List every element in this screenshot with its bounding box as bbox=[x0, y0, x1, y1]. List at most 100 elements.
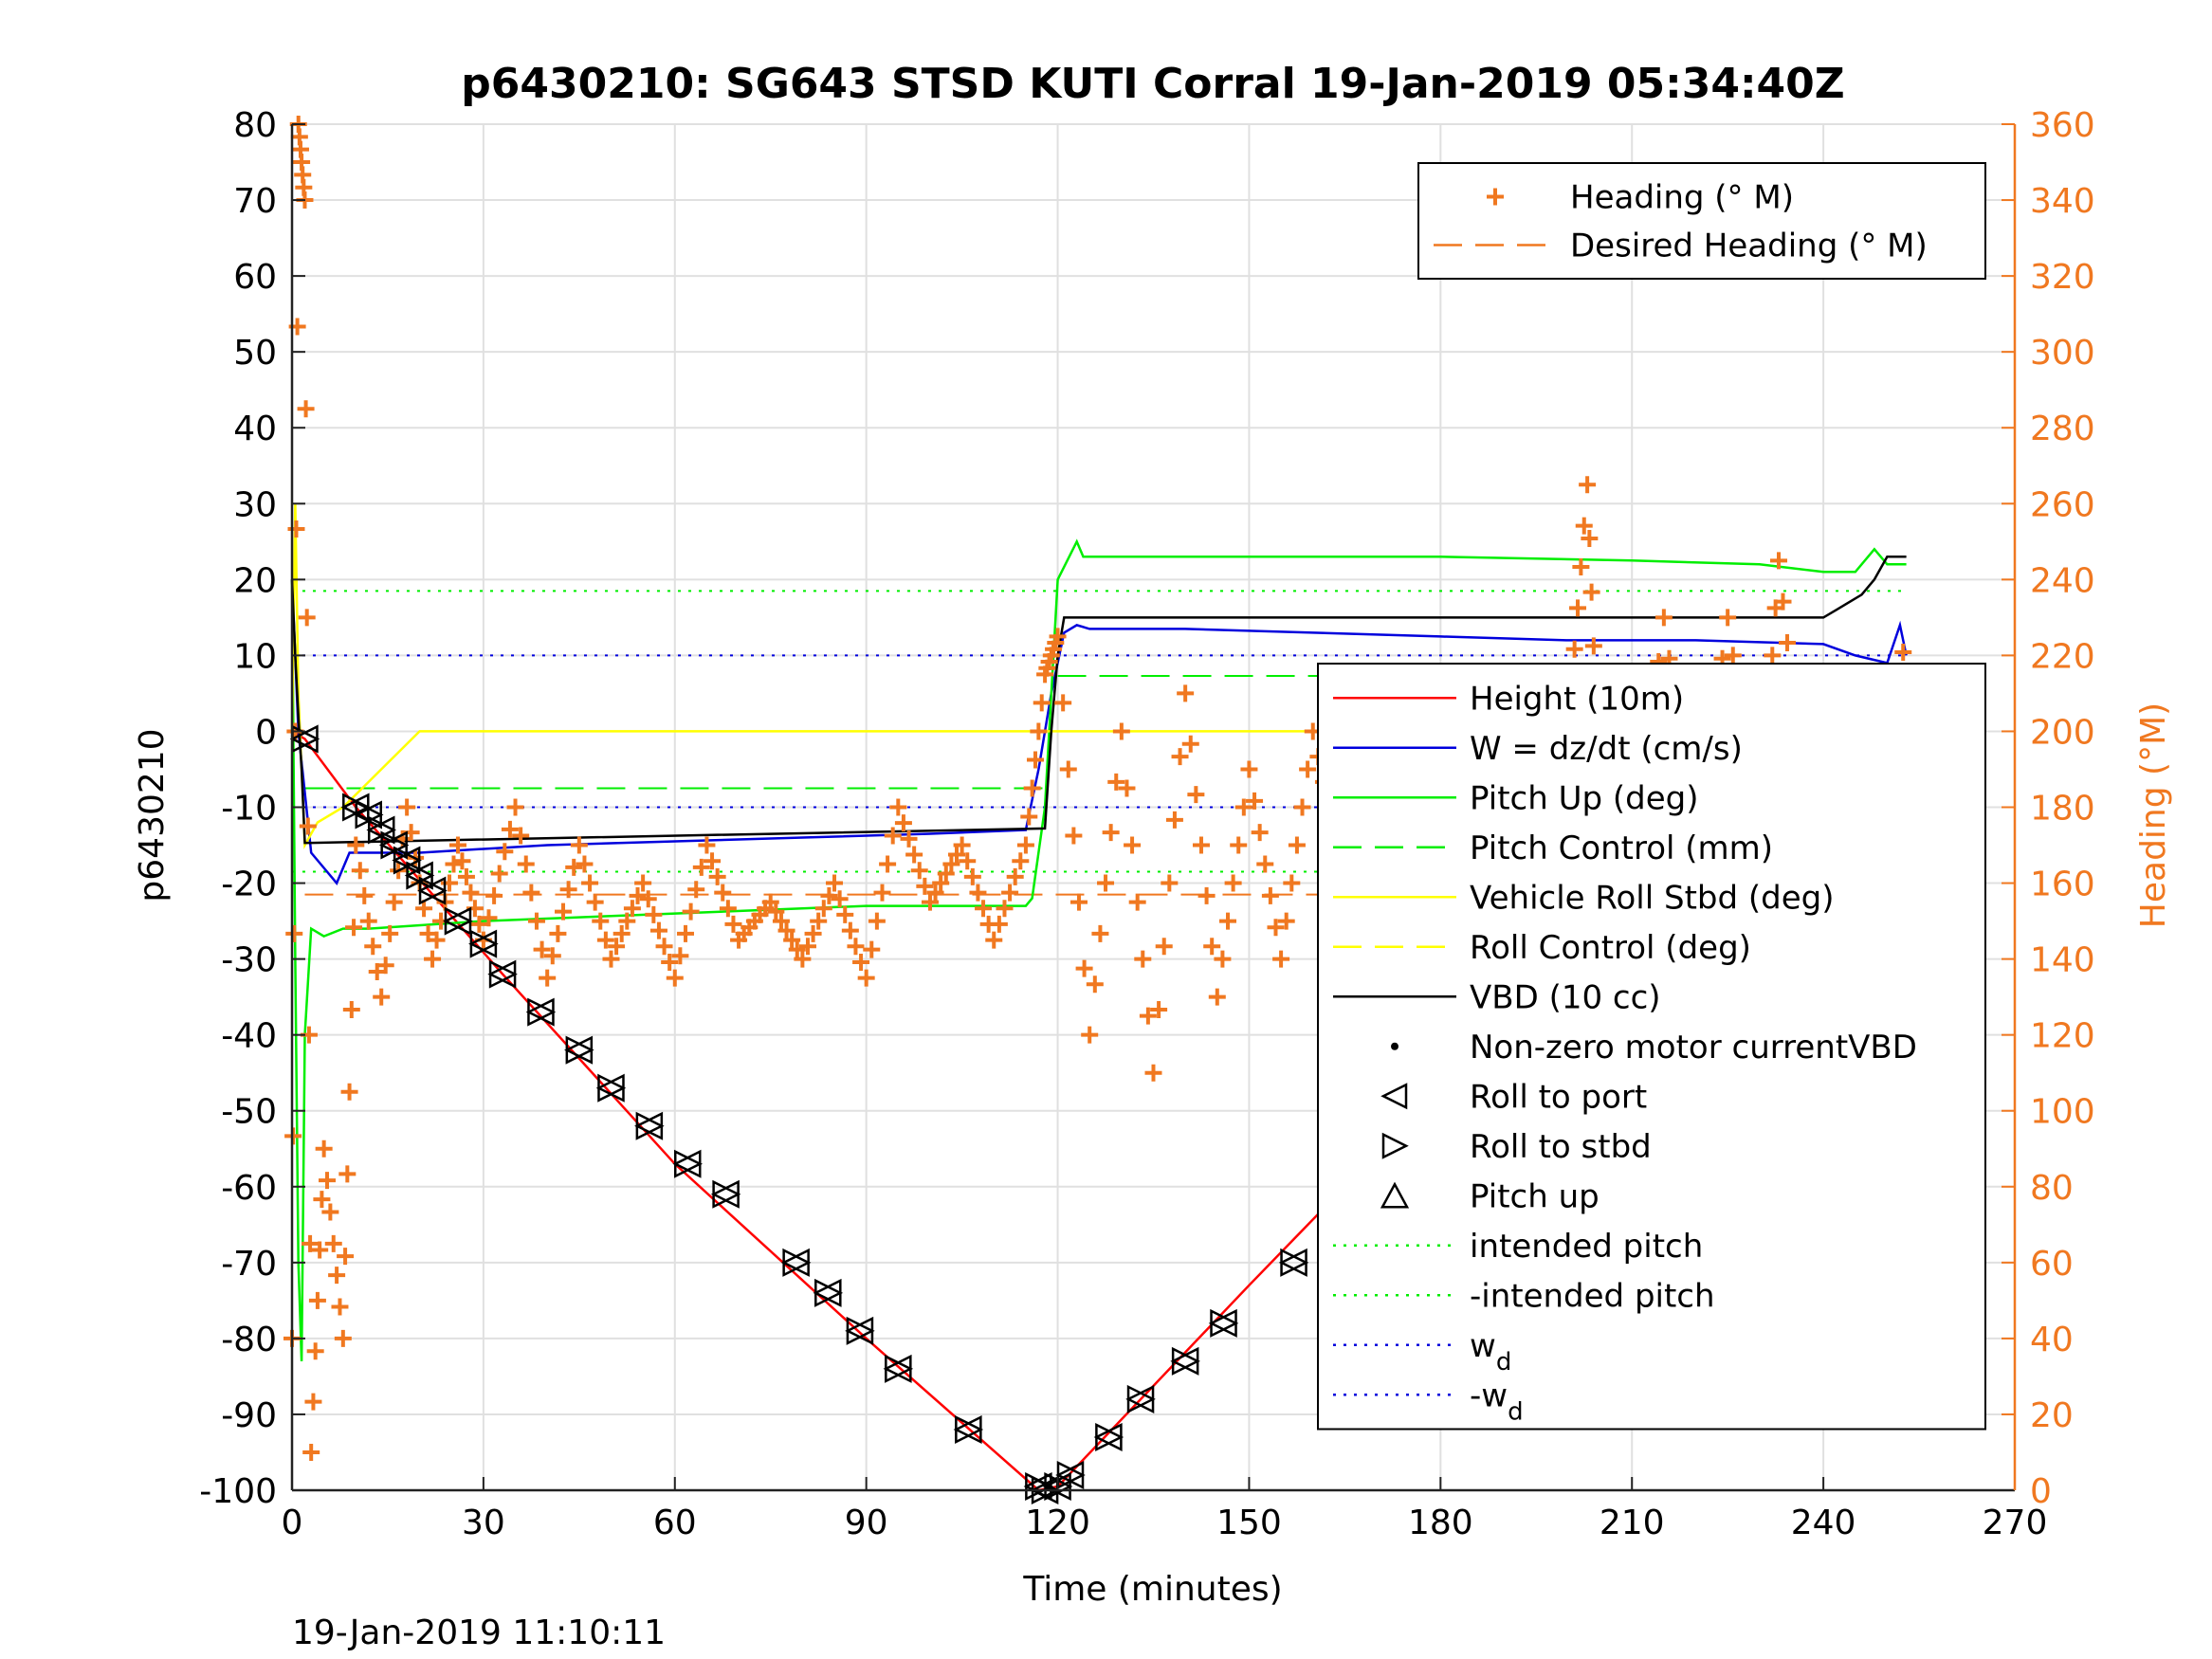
roll-to-stbd-marker bbox=[885, 1354, 914, 1383]
heading-point bbox=[453, 852, 471, 870]
x-tick-label: 210 bbox=[1600, 1504, 1665, 1542]
y-tick-label-right: 200 bbox=[2030, 713, 2095, 752]
heading-point bbox=[698, 836, 716, 854]
y-tick-label-left: 10 bbox=[233, 637, 277, 676]
heading-point bbox=[687, 881, 705, 899]
x-axis-label: Time (minutes) bbox=[1022, 1570, 1282, 1609]
heading-point bbox=[1150, 1000, 1168, 1018]
x-tick-label: 270 bbox=[1983, 1504, 2048, 1542]
legend-label: Pitch Up (deg) bbox=[1470, 779, 1698, 817]
axes: 0 30 60 90 120 150 180 210 240 270 80 70 60 50 40 30 20 1… bbox=[199, 106, 2094, 1542]
heading-point bbox=[297, 400, 315, 418]
heading-point bbox=[1246, 792, 1264, 810]
heading-point bbox=[836, 905, 854, 923]
y-tick-label-left: 40 bbox=[233, 410, 277, 448]
x-tick-label: 60 bbox=[653, 1504, 697, 1542]
heading-point bbox=[1097, 874, 1115, 892]
y-axis-label-left: p6430210 bbox=[133, 728, 172, 902]
heading-point bbox=[1006, 867, 1024, 885]
heading-point bbox=[794, 950, 812, 968]
heading-point bbox=[639, 890, 657, 908]
legend-label: Roll to stbd bbox=[1470, 1128, 1652, 1166]
heading-point bbox=[1027, 751, 1044, 769]
heading-point bbox=[340, 1083, 358, 1101]
heading-point bbox=[926, 884, 944, 902]
heading-point bbox=[555, 902, 573, 921]
heading-point bbox=[879, 855, 897, 873]
heading-point bbox=[549, 924, 567, 942]
roll-to-stbd-marker bbox=[955, 1414, 984, 1444]
heading-point bbox=[1128, 893, 1146, 911]
x-tick-label: 180 bbox=[1408, 1504, 1473, 1542]
y-tick-label-left: 70 bbox=[233, 182, 277, 221]
series-pitch-up-deg bbox=[290, 538, 1907, 1361]
y-tick-label-left: 0 bbox=[255, 713, 277, 752]
roll-to-stbd-marker bbox=[527, 997, 557, 1027]
chart-title: p6430210: SG643 STSD KUTI Corral 19-Jan-… bbox=[461, 60, 1844, 108]
x-tick-label: 120 bbox=[1025, 1504, 1090, 1542]
heading-point bbox=[313, 1191, 331, 1209]
roll-to-port-marker bbox=[595, 1073, 625, 1103]
y-tick-label-right: 120 bbox=[2030, 1017, 2095, 1056]
heading-point bbox=[356, 886, 374, 904]
legend-item: Pitch Up (deg) bbox=[1333, 779, 1698, 817]
y-tick-label-left: -70 bbox=[221, 1245, 277, 1284]
heading-point bbox=[1251, 824, 1269, 842]
legend-item: Heading (° M) bbox=[1487, 179, 1794, 217]
roll-to-port-marker bbox=[525, 997, 555, 1027]
y-tick-label-left: -80 bbox=[221, 1321, 277, 1359]
heading-point bbox=[1081, 1026, 1099, 1044]
x-tick-label: 0 bbox=[282, 1504, 303, 1542]
heading-point bbox=[1234, 798, 1252, 816]
heading-point bbox=[337, 1248, 355, 1266]
heading-point bbox=[1001, 884, 1019, 902]
legend-item: Roll Control (deg) bbox=[1333, 929, 1751, 967]
legend-item: VBD (10 cc) bbox=[1333, 978, 1661, 1016]
heading-point bbox=[1069, 893, 1088, 911]
heading-point bbox=[501, 820, 519, 838]
heading-point bbox=[373, 988, 391, 1006]
heading-point bbox=[1774, 592, 1792, 611]
heading-point bbox=[364, 938, 382, 956]
heading-point bbox=[1582, 583, 1600, 601]
heading-point bbox=[868, 912, 886, 930]
y-tick-label-right: 60 bbox=[2030, 1245, 2074, 1284]
heading-point bbox=[565, 858, 583, 876]
heading-point bbox=[345, 919, 363, 937]
heading-point bbox=[1177, 684, 1195, 702]
legend-label: Pitch up bbox=[1470, 1177, 1600, 1215]
heading-point bbox=[900, 830, 918, 848]
timestamp: 19-Jan-2019 11:10:11 bbox=[292, 1613, 666, 1652]
heading-point bbox=[539, 969, 557, 987]
y-tick-label-left: -20 bbox=[221, 866, 277, 904]
heading-point bbox=[287, 520, 305, 538]
heading-point bbox=[645, 905, 663, 923]
heading-point bbox=[302, 1234, 320, 1252]
heading-point bbox=[1261, 886, 1279, 904]
legend-label: Roll Control (deg) bbox=[1470, 929, 1751, 967]
heading-point bbox=[847, 938, 865, 956]
heading-point bbox=[315, 1139, 333, 1158]
heading-point bbox=[1086, 975, 1104, 994]
heading-point bbox=[1569, 599, 1587, 617]
heading-point bbox=[1575, 517, 1593, 535]
legend-item: Roll to stbd bbox=[1381, 1128, 1652, 1166]
y-tick-label-right: 300 bbox=[2030, 334, 2095, 373]
heading-point bbox=[302, 1443, 320, 1461]
y-tick-label-left: 80 bbox=[233, 106, 277, 145]
roll-to-stbd-marker bbox=[814, 1278, 844, 1307]
heading-point bbox=[512, 827, 530, 845]
legend-item: Vehicle Roll Stbd (deg) bbox=[1333, 879, 1835, 917]
heading-point bbox=[704, 852, 722, 870]
roll-to-stbd-marker bbox=[635, 1111, 665, 1140]
legend-item: Roll to port bbox=[1380, 1078, 1647, 1116]
heading-point bbox=[1240, 760, 1258, 778]
heading-point bbox=[517, 855, 535, 873]
y-tick-label-right: 320 bbox=[2030, 258, 2095, 297]
legend-label: Desired Heading (° M) bbox=[1570, 228, 1928, 265]
heading-point bbox=[761, 893, 779, 911]
heading-point bbox=[559, 881, 577, 899]
heading-point bbox=[285, 924, 303, 942]
heading-point bbox=[581, 874, 599, 892]
heading-point bbox=[618, 912, 636, 930]
